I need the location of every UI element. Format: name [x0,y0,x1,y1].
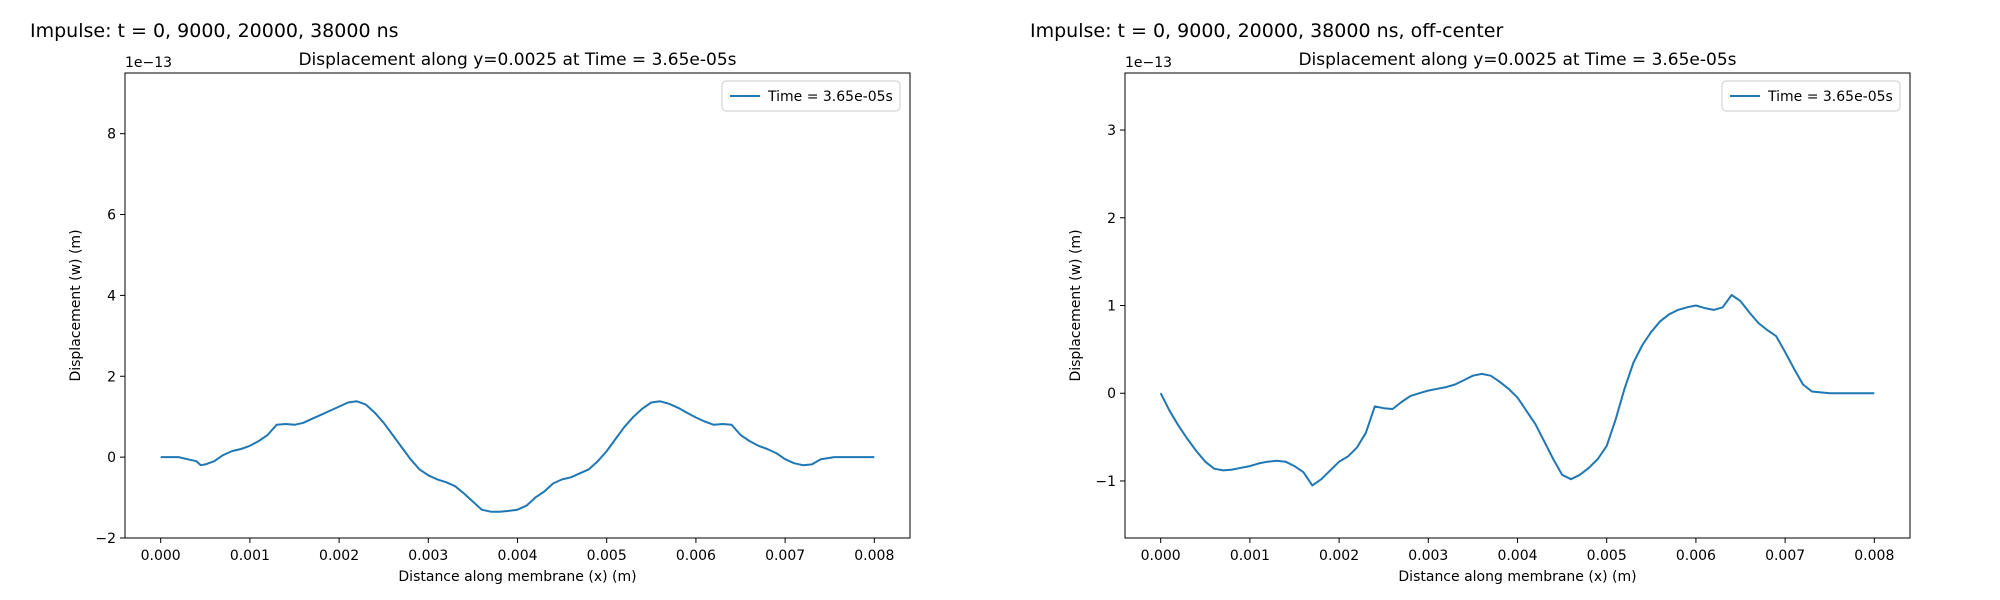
y-tick-label: 1 [1107,299,1116,315]
x-tick-label: 0.000 [141,548,181,564]
x-tick-label: 0.006 [676,548,716,564]
y-tick-label: 2 [107,369,116,385]
y-tick-label: 2 [1107,211,1116,227]
y-tick-label: 6 [107,208,116,224]
plot-frame [124,72,911,539]
x-tick-label: 0.003 [408,548,448,564]
y-tick-label: 8 [107,127,116,143]
legend-label: Time = 3.65e-05s [1767,89,1893,105]
chart-svg: 0.000 0.001 0.002 0.003 0.004 0.005 0.006 0.007… [1068,50,1911,585]
x-tick-label: 0.001 [230,548,270,564]
x-tick-label: 0.000 [1141,548,1181,564]
x-tick-label: 0.003 [1408,548,1448,564]
x-tick-label: 0.008 [1854,548,1894,564]
x-axis-label: Distance along membrane (x) (m) [398,569,636,585]
x-tick-label: 0.005 [587,548,627,564]
y-axis-label: Displacement (w) (m) [1068,229,1084,381]
x-tick-label: 0.004 [497,548,537,564]
plot-title: Displacement along y=0.0025 at Time = 3.… [298,50,736,70]
x-tick-label: 0.002 [319,548,359,564]
x-tick-label: 0.002 [1319,548,1359,564]
x-tick-label: 0.001 [1230,548,1270,564]
x-tick-label: 0.006 [1676,548,1716,564]
panel-heading: Impulse: t = 0, 9000, 20000, 38000 ns, o… [1030,20,1504,42]
x-tick-label: 0.007 [1765,548,1805,564]
y-tick-label: 0 [1107,386,1116,402]
plot-title: Displacement along y=0.0025 at Time = 3.… [1298,50,1736,70]
x-tick-label: 0.007 [765,548,805,564]
y-offset-label: 1e−13 [125,55,172,71]
chart-panel-right: Impulse: t = 0, 9000, 20000, 38000 ns, o… [1000,0,2000,600]
y-tick-label: −1 [1095,474,1116,490]
x-axis-label: Distance along membrane (x) (m) [1398,569,1636,585]
x-tick-label: 0.005 [1587,548,1627,564]
legend-box [721,80,901,112]
y-offset-label: 1e−13 [1125,55,1172,71]
y-axis-label: Displacement (w) (m) [68,229,84,381]
panel-heading: Impulse: t = 0, 9000, 20000, 38000 ns [30,20,399,42]
chart-svg: 0.000 0.001 0.002 0.003 0.004 0.005 0.006 0.007… [68,50,911,585]
series-line-0 [1159,294,1875,487]
x-tick-label: 0.008 [854,548,894,564]
y-tick-label: 3 [1107,123,1116,139]
y-tick-label: 0 [107,450,116,466]
legend-label: Time = 3.65e-05s [767,89,893,105]
x-tick-label: 0.004 [1497,548,1537,564]
legend-box [1721,80,1901,112]
chart-panel-left: Impulse: t = 0, 9000, 20000, 38000 ns 0.… [30,20,911,585]
series-line-0 [160,400,875,513]
y-tick-label: 4 [107,288,116,304]
y-tick-label: −2 [95,531,116,547]
